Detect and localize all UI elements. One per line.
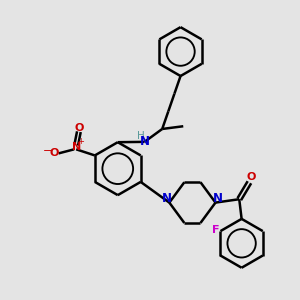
Text: O: O [50,148,59,158]
Text: −: − [43,146,52,156]
Text: N: N [162,192,172,205]
Text: O: O [74,123,84,133]
Text: F: F [212,225,220,236]
Text: O: O [246,172,256,182]
Text: N: N [72,142,81,152]
Text: H: H [136,131,144,141]
Text: +: + [77,137,84,146]
Text: N: N [140,135,150,148]
Text: N: N [212,192,223,205]
